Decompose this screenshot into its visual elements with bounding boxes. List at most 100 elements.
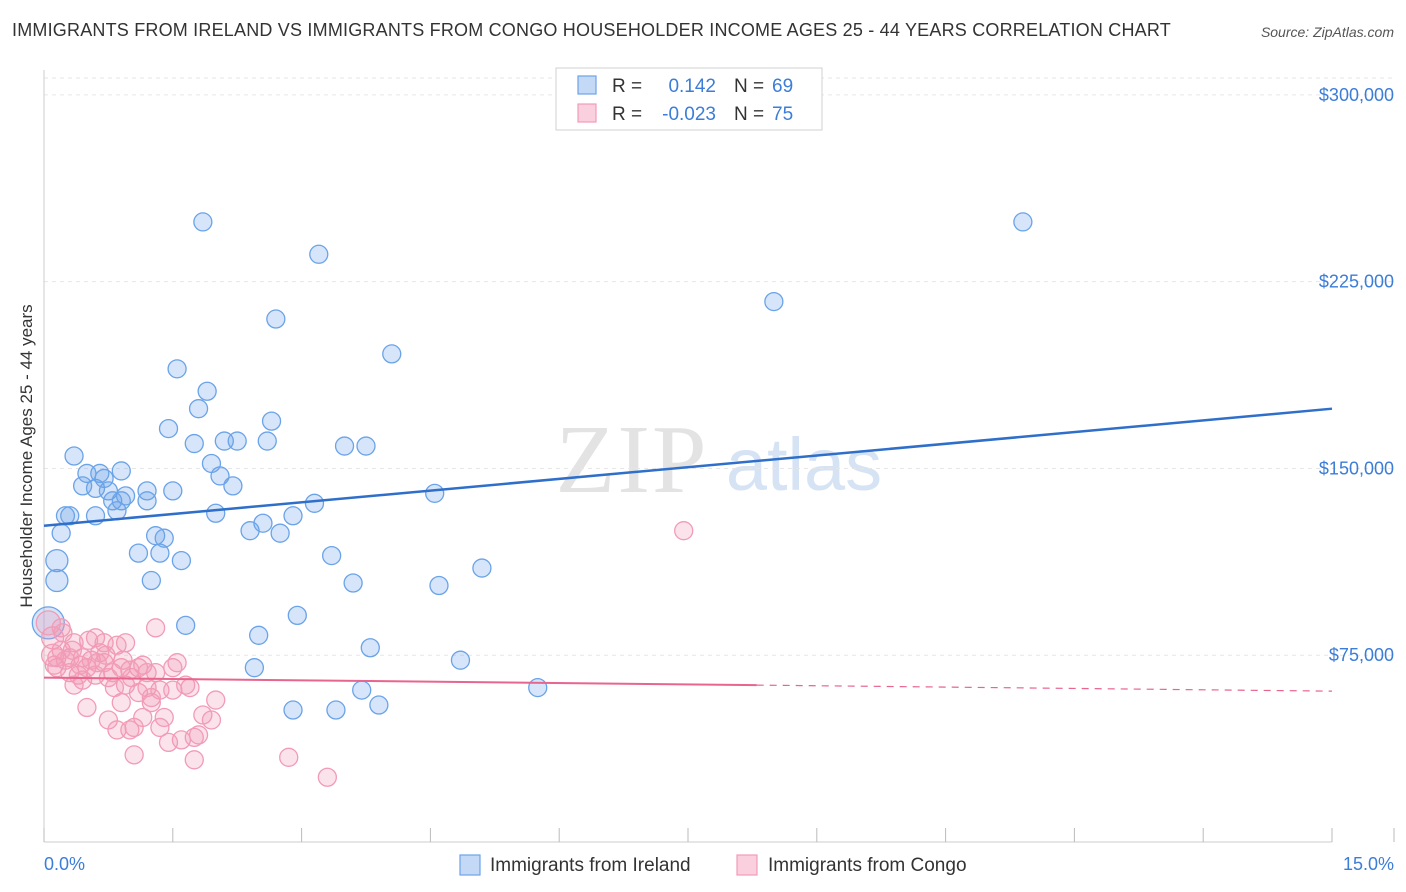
legend-swatch-congo	[577, 103, 597, 123]
point-ireland	[184, 433, 204, 454]
point-congo	[113, 650, 133, 670]
point-ireland	[244, 658, 265, 678]
series-congo-points	[35, 521, 694, 787]
point-congo	[62, 640, 82, 660]
point-congo	[133, 707, 153, 728]
point-congo	[180, 677, 200, 698]
point-ireland	[60, 506, 80, 526]
legend-n-value-congo: 75	[772, 104, 793, 125]
point-congo	[124, 745, 144, 765]
point-ireland	[111, 461, 131, 481]
point-ireland	[94, 468, 114, 489]
point-ireland	[115, 486, 136, 506]
point-ireland	[322, 545, 342, 566]
bottom-legend-swatch-congo	[736, 854, 758, 876]
point-ireland	[51, 523, 71, 543]
series-legend: Immigrants from Ireland Immigrants from …	[459, 854, 967, 876]
point-ireland	[171, 550, 192, 571]
legend-n-value-ireland: 69	[772, 76, 793, 97]
legend-swatch-ireland	[577, 75, 597, 95]
point-ireland	[128, 543, 149, 563]
point-ireland	[249, 625, 269, 645]
point-congo	[77, 697, 97, 718]
point-ireland	[137, 481, 157, 501]
point-ireland	[429, 575, 449, 596]
trend-lines	[43, 407, 1333, 692]
point-ireland	[528, 677, 548, 698]
point-ireland	[206, 503, 226, 523]
point-congo	[104, 677, 125, 698]
point-ireland	[253, 513, 273, 533]
point-congo	[206, 690, 226, 710]
point-ireland	[227, 431, 247, 451]
point-ireland	[287, 605, 307, 626]
x-tick-label-max: 15.0%	[1343, 854, 1394, 874]
point-congo	[674, 521, 694, 541]
legend-r-value-congo: -0.023	[662, 104, 716, 125]
point-ireland	[64, 446, 84, 466]
chart-title: IMMIGRANTS FROM IRELAND VS IMMIGRANTS FR…	[12, 20, 1171, 40]
point-ireland	[472, 558, 492, 578]
legend-n-label-ireland: N =	[734, 76, 764, 97]
x-ticks	[43, 828, 1395, 842]
point-congo	[150, 717, 170, 738]
point-ireland	[283, 506, 303, 526]
bottom-legend-label-ireland: Immigrants from Ireland	[490, 855, 691, 876]
point-ireland	[31, 606, 65, 640]
y-tick-labels: $75,000 $150,000 $225,000 $300,000	[1319, 85, 1394, 665]
point-ireland	[154, 528, 174, 548]
grid-lines	[44, 77, 1394, 656]
point-ireland	[382, 344, 402, 364]
point-ireland	[360, 638, 380, 658]
trend-line-congo	[43, 676, 757, 687]
point-ireland	[163, 481, 183, 501]
point-ireland	[326, 700, 346, 720]
y-tick-label: $225,000	[1319, 272, 1394, 292]
trend-line-ireland	[43, 407, 1333, 527]
point-ireland	[45, 548, 69, 573]
y-tick-label: $150,000	[1319, 458, 1394, 478]
point-ireland	[425, 483, 445, 504]
point-congo	[70, 655, 90, 675]
legend-r-label-ireland: R =	[612, 76, 642, 97]
point-congo	[154, 707, 174, 728]
chart-source: Source: ZipAtlas.com	[1260, 24, 1394, 40]
point-congo	[53, 623, 73, 643]
point-congo	[167, 653, 187, 673]
point-ireland	[309, 244, 329, 264]
point-ireland	[158, 418, 179, 439]
point-ireland	[343, 573, 363, 593]
point-ireland	[188, 399, 209, 419]
y-tick-label: $75,000	[1329, 645, 1394, 665]
point-ireland	[334, 436, 355, 456]
point-congo	[96, 645, 116, 665]
watermark-atlas: atlas	[726, 423, 882, 506]
legend-r-label-congo: R =	[612, 104, 642, 125]
point-ireland	[210, 466, 230, 486]
legend-n-label-congo: N =	[734, 104, 764, 125]
point-ireland	[193, 212, 213, 232]
point-ireland	[352, 680, 372, 700]
point-ireland	[137, 491, 157, 511]
point-congo	[184, 750, 204, 770]
point-congo	[201, 710, 222, 730]
point-ireland	[257, 431, 277, 451]
legend-r-value-ireland: 0.142	[668, 76, 716, 97]
point-ireland	[270, 523, 290, 543]
correlation-legend: R = 0.142 N = 69 R = -0.023 N = 75	[555, 67, 823, 131]
y-tick-label: $300,000	[1319, 85, 1394, 105]
point-ireland	[369, 695, 389, 715]
point-congo	[188, 725, 209, 745]
point-ireland	[45, 568, 69, 593]
x-tick-label-min: 0.0%	[44, 854, 85, 874]
point-ireland	[450, 650, 471, 670]
point-ireland	[197, 381, 217, 401]
point-ireland	[223, 476, 243, 496]
point-ireland	[141, 570, 161, 591]
point-ireland	[176, 615, 196, 635]
legend-box	[555, 67, 823, 131]
watermark: ZIP atlas	[556, 406, 883, 514]
point-ireland	[356, 436, 376, 456]
point-ireland	[167, 359, 187, 379]
